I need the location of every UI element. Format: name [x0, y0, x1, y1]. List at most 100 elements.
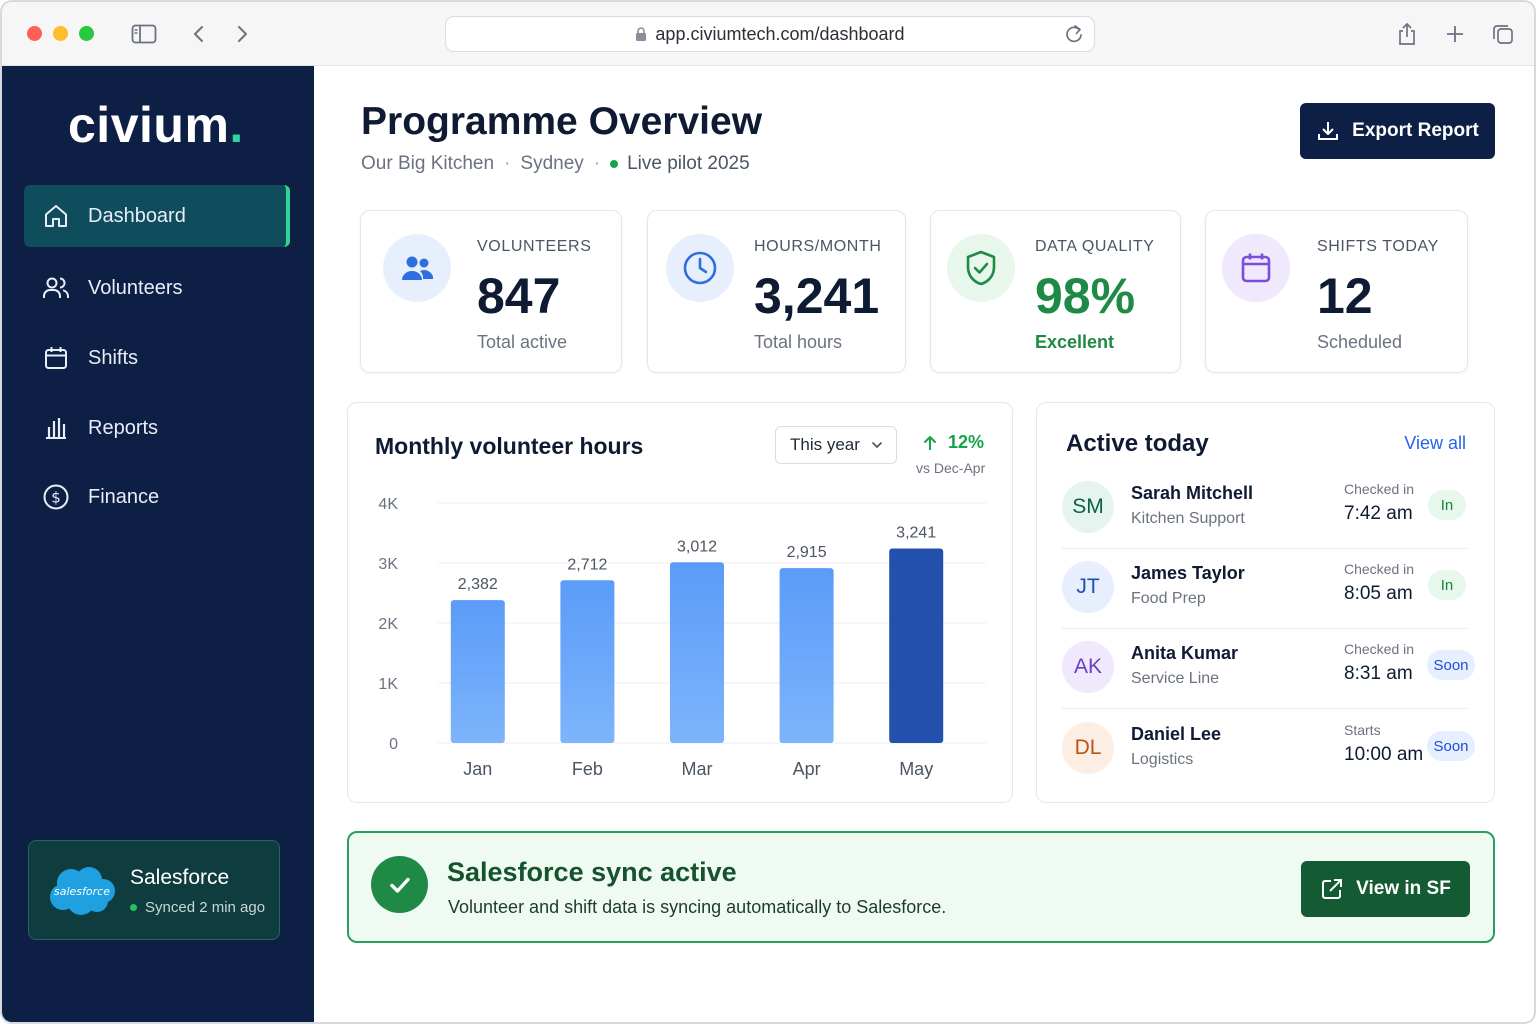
tabs-overview-icon[interactable] — [1489, 20, 1517, 48]
y-tick-label: 0 — [389, 736, 398, 753]
sidebar-item-finance[interactable]: $ Finance — [24, 466, 290, 528]
person-name: Anita Kumar — [1131, 643, 1239, 663]
close-window-button[interactable] — [27, 26, 42, 41]
city-name: Sydney — [520, 153, 584, 174]
salesforce-title: Salesforce — [130, 866, 230, 889]
stat-card-hours[interactable]: HOURS/MONTH 3,241 Total hours — [647, 210, 906, 373]
stat-value: 12 — [1317, 268, 1373, 324]
list-item[interactable]: JT James Taylor Food Prep Checked in 8:0… — [1062, 549, 1467, 629]
time-label: Starts — [1344, 722, 1381, 738]
logo[interactable]: civium. — [68, 97, 244, 153]
external-link-icon — [1322, 879, 1343, 899]
avatar: SM — [1062, 481, 1114, 533]
stat-card-volunteers[interactable]: VOLUNTEERS 847 Total active — [360, 210, 622, 373]
stat-label: HOURS/MONTH — [754, 238, 882, 255]
list-item[interactable]: DL Daniel Lee Logistics Starts 10:00 am … — [1062, 710, 1475, 790]
stat-note: Excellent — [1035, 332, 1115, 352]
minimize-window-button[interactable] — [53, 26, 68, 41]
view-all-link[interactable]: View all — [1404, 433, 1466, 453]
sidebar-item-label: Reports — [88, 416, 159, 439]
clock-icon — [666, 234, 734, 302]
stat-label: DATA QUALITY — [1035, 238, 1155, 255]
shield-check-icon — [947, 234, 1015, 302]
reload-icon[interactable] — [1064, 23, 1084, 50]
chart-bar — [889, 548, 944, 743]
data-label: 3,012 — [677, 538, 717, 555]
monthly-hours-chart-card: Monthly volunteer hours This year 12% vs… — [347, 402, 1013, 803]
stat-card-shifts-today[interactable]: SHIFTS TODAY 12 Scheduled — [1205, 210, 1468, 373]
person-role: Food Prep — [1131, 590, 1206, 607]
trend-comparison: vs Dec-Apr — [916, 460, 986, 476]
salesforce-status-card[interactable]: salesforce Salesforce Synced 2 min ago — [28, 840, 280, 940]
export-report-button[interactable]: Export Report — [1300, 103, 1495, 159]
list-item[interactable]: SM Sarah Mitchell Kitchen Support Checke… — [1062, 469, 1467, 549]
avatar: DL — [1062, 722, 1114, 774]
x-tick-label: Feb — [572, 759, 603, 779]
pilot-status: Live pilot 2025 — [627, 153, 750, 174]
sidebar-item-reports[interactable]: Reports — [24, 397, 290, 459]
svg-text:salesforce: salesforce — [54, 885, 110, 898]
x-tick-label: Jan — [463, 759, 492, 779]
y-tick-label: 2K — [378, 616, 398, 633]
bar-chart-icon — [42, 414, 70, 442]
home-icon — [42, 202, 70, 230]
new-tab-icon[interactable] — [1441, 20, 1469, 48]
chart-title: Monthly volunteer hours — [375, 433, 644, 459]
users-icon — [383, 234, 451, 302]
status-dot — [130, 904, 137, 911]
sidebar-item-dashboard[interactable]: Dashboard — [24, 185, 290, 247]
back-icon[interactable] — [185, 20, 213, 48]
time-label: Checked in — [1344, 481, 1415, 497]
sidebar-item-label: Volunteers — [88, 276, 183, 299]
stat-value: 847 — [477, 268, 561, 324]
y-tick-label: 4K — [378, 496, 398, 513]
stat-value: 3,241 — [754, 268, 880, 324]
period-select[interactable]: This year — [775, 426, 897, 464]
sync-status: Synced 2 min ago — [130, 899, 265, 916]
forward-icon[interactable] — [228, 20, 256, 48]
person-name: Sarah Mitchell — [1131, 483, 1254, 503]
sidebar-item-volunteers[interactable]: Volunteers — [24, 257, 290, 319]
person-name: James Taylor — [1131, 563, 1245, 583]
person-role: Kitchen Support — [1131, 510, 1245, 527]
salesforce-sync-banner: Salesforce sync active Volunteer and shi… — [347, 831, 1495, 943]
y-tick-label: 1K — [378, 676, 398, 693]
time-value: 7:42 am — [1344, 503, 1413, 524]
trend-indicator: 12% — [922, 432, 984, 453]
users-icon — [42, 274, 70, 302]
active-today-card: Active today View all SM Sarah Mitchell … — [1036, 402, 1495, 803]
y-tick-label: 3K — [378, 556, 398, 573]
browser-toolbar: app.civiumtech.com/dashboard — [2, 2, 1534, 66]
chart-bar — [560, 580, 615, 743]
lock-icon — [636, 26, 647, 41]
share-icon[interactable] — [1393, 20, 1421, 48]
check-circle-icon — [371, 856, 428, 913]
stat-card-data-quality[interactable]: DATA QUALITY 98% Excellent — [930, 210, 1181, 373]
view-in-sf-button[interactable]: View in SF — [1301, 861, 1470, 917]
maximize-window-button[interactable] — [79, 26, 94, 41]
list-item[interactable]: AK Anita Kumar Service Line Checked in 8… — [1062, 629, 1475, 709]
chart-bar — [670, 562, 724, 743]
sidebar-toggle-icon[interactable] — [130, 20, 158, 48]
status-badge: Soon — [1427, 650, 1475, 680]
status-badge: In — [1428, 490, 1466, 520]
page-title: Programme Overview — [361, 100, 763, 143]
data-label: 2,382 — [458, 576, 498, 593]
time-value: 10:00 am — [1344, 744, 1424, 765]
avatar: AK — [1062, 641, 1114, 693]
chevron-down-icon — [872, 442, 882, 448]
stat-note: Total active — [477, 332, 568, 352]
avatar: JT — [1062, 561, 1114, 613]
status-badge: In — [1428, 570, 1466, 600]
address-bar[interactable]: app.civiumtech.com/dashboard — [445, 16, 1095, 52]
person-name: Daniel Lee — [1131, 724, 1222, 744]
sync-title: Salesforce sync active — [447, 857, 737, 887]
sidebar-item-shifts[interactable]: Shifts — [24, 327, 290, 389]
time-value: 8:05 am — [1344, 583, 1413, 604]
arrow-up-icon — [924, 435, 936, 450]
bar-chart: 0 1K 2K 3K 4K 2,382 Jan 2,712 Feb 3,012 Mar 2,915 Ap… — [378, 496, 986, 779]
calendar-icon — [1222, 234, 1290, 302]
status-badge: Soon — [1427, 731, 1475, 761]
org-name: Our Big Kitchen — [361, 153, 495, 174]
